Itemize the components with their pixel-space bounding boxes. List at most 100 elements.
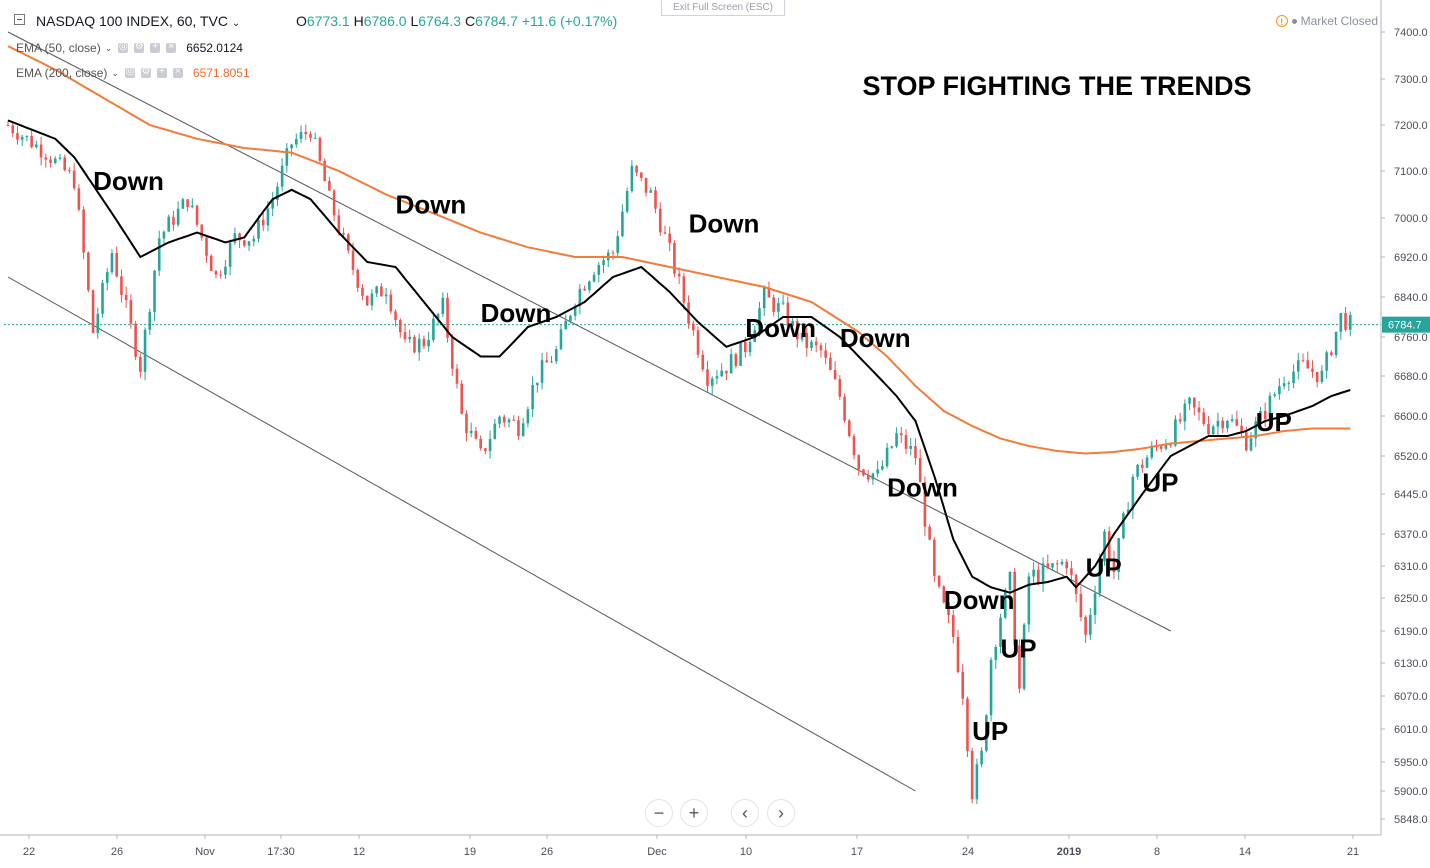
collapse-legend-icon[interactable] (14, 14, 25, 25)
trend-annotation[interactable]: Down (396, 189, 467, 219)
candle-body (923, 482, 927, 527)
candle-body (517, 420, 520, 436)
x-tick-label: Nov (195, 846, 215, 858)
zoom-out-button[interactable]: − (645, 799, 673, 827)
candle-body (1089, 614, 1092, 635)
candle-body (1098, 561, 1102, 594)
trend-annotation[interactable]: Down (689, 209, 760, 239)
candle-body (715, 376, 719, 379)
candle-body (1226, 421, 1229, 429)
candle-body (455, 368, 459, 384)
candle-body (947, 602, 950, 616)
price-axis-panel[interactable] (1381, 0, 1430, 868)
candle-body (980, 750, 983, 765)
ema50-legend[interactable]: EMA (50, close) ⌄ ◎ ⚙ + × 6652.0124 (16, 41, 243, 55)
trend-annotation[interactable]: Down (481, 298, 552, 328)
candle-body (819, 345, 823, 351)
candle-body (999, 617, 1002, 647)
candle-body (280, 165, 284, 187)
trend-annotation[interactable]: UP (1142, 467, 1178, 497)
candle-body (928, 526, 931, 540)
chevron-down-icon[interactable]: ⌄ (104, 42, 113, 53)
candle-body (668, 233, 671, 244)
zoom-in-button[interactable]: + (680, 799, 708, 827)
candle-body (328, 181, 331, 191)
chevron-down-icon[interactable]: ⌄ (231, 18, 241, 29)
candle-body (205, 237, 208, 256)
candle-body (871, 473, 875, 480)
trend-annotation[interactable]: Down (887, 473, 958, 503)
add-icon[interactable]: + (156, 66, 167, 78)
candle-body (701, 354, 705, 370)
candle-body (970, 750, 974, 800)
candle-body (573, 305, 577, 316)
candle-body (332, 190, 336, 216)
trendline[interactable] (7, 31, 1171, 632)
candle-body (975, 764, 979, 800)
candle-body (588, 281, 591, 291)
scroll-right-button[interactable]: › (767, 799, 795, 827)
candle-body (474, 430, 478, 439)
ema50-line[interactable] (7, 119, 1351, 594)
trend-annotation[interactable]: Down (944, 585, 1015, 615)
trend-annotation[interactable]: UP (1001, 634, 1037, 664)
candle-body (1013, 571, 1017, 646)
plus-icon: + (688, 802, 700, 823)
trend-annotation[interactable]: UP (972, 716, 1008, 746)
candle-body (266, 208, 270, 226)
trend-annotation[interactable]: UP (1256, 407, 1292, 437)
x-tick-label: 26 (111, 846, 123, 858)
y-tick-label: 7000.0 (1394, 213, 1428, 225)
exit-fullscreen-button[interactable]: Exit Full Screen (ESC) (661, 0, 785, 16)
trend-annotation[interactable]: Down (745, 313, 816, 343)
candle-body (545, 360, 549, 363)
candle-body (1263, 410, 1267, 419)
candle-body (800, 333, 804, 340)
candle-body (167, 216, 170, 232)
trend-annotation[interactable]: Down (840, 323, 911, 353)
symbol-header[interactable]: NASDAQ 100 INDEX, 60, TVC ⌄ (36, 13, 240, 29)
market-status: ! Market Closed (1275, 14, 1378, 28)
candle-body (739, 341, 742, 366)
candle-body (63, 157, 67, 171)
trend-annotation[interactable]: UP (1086, 553, 1122, 583)
settings-icon[interactable]: ⚙ (134, 41, 145, 53)
candle-body (25, 135, 29, 137)
ema200-line[interactable] (7, 45, 1351, 455)
candle-body (271, 199, 274, 209)
settings-icon[interactable]: ⚙ (140, 66, 151, 78)
candle-body (1041, 563, 1045, 583)
candle-body (658, 208, 662, 233)
trendline[interactable] (7, 276, 916, 792)
candle-body (233, 233, 237, 243)
close-icon[interactable]: × (166, 41, 177, 53)
candle-body (654, 190, 657, 209)
candle-body (1122, 513, 1125, 539)
candle-body (857, 455, 861, 470)
scroll-left-button[interactable]: ‹ (731, 799, 759, 827)
candle-body (1216, 420, 1220, 427)
market-status-label: Market Closed (1300, 14, 1378, 28)
eye-icon[interactable]: ◎ (124, 66, 135, 78)
add-icon[interactable]: + (150, 41, 161, 53)
y-tick-label: 6310.0 (1394, 561, 1428, 573)
candle-body (909, 445, 913, 449)
trend-annotation[interactable]: Down (93, 166, 164, 196)
ema200-legend[interactable]: EMA (200, close) ⌄ ◎ ⚙ + × 6571.8051 (16, 66, 250, 80)
candle-body (134, 323, 137, 357)
close-value: 6784.7 (475, 13, 518, 29)
candle-body (1344, 313, 1347, 330)
candle-body (1230, 419, 1234, 422)
candle-body (82, 209, 85, 253)
candle-body (285, 148, 289, 166)
close-icon[interactable]: × (172, 66, 183, 78)
candle-body (1018, 645, 1021, 689)
y-tick-label: 6250.0 (1394, 593, 1428, 605)
candle-body (1268, 395, 1272, 419)
y-tick-label: 5900.0 (1394, 786, 1428, 798)
candle-body (772, 297, 775, 312)
chevron-down-icon[interactable]: ⌄ (111, 67, 119, 78)
eye-icon[interactable]: ◎ (118, 41, 129, 53)
warning-icon[interactable]: ! (1275, 15, 1288, 27)
